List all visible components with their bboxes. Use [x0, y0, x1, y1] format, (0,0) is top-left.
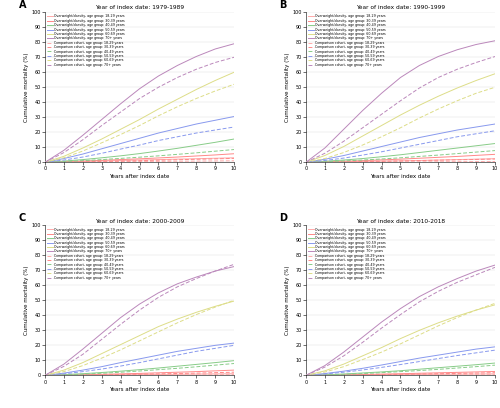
Legend: Overweight/obesity, age group: 18-29 years, Overweight/obesity, age group: 30-39: Overweight/obesity, age group: 18-29 yea…: [307, 226, 387, 281]
Text: D: D: [280, 213, 287, 223]
Text: A: A: [18, 0, 26, 10]
Title: Year of index date: 2000-2009: Year of index date: 2000-2009: [95, 219, 184, 224]
Title: Year of index date: 2010-2018: Year of index date: 2010-2018: [356, 219, 445, 224]
Legend: Overweight/obesity, age group: 18-29 years, Overweight/obesity, age group: 30-39: Overweight/obesity, age group: 18-29 yea…: [307, 13, 387, 68]
Y-axis label: Cumulative mortality (%): Cumulative mortality (%): [24, 266, 28, 335]
Y-axis label: Cumulative mortality (%): Cumulative mortality (%): [284, 266, 290, 335]
X-axis label: Years after index date: Years after index date: [110, 174, 170, 179]
Legend: Overweight/obesity, age group: 18-29 years, Overweight/obesity, age group: 30-39: Overweight/obesity, age group: 18-29 yea…: [46, 13, 126, 68]
Title: Year of index date: 1990-1999: Year of index date: 1990-1999: [356, 5, 445, 11]
Text: C: C: [18, 213, 26, 223]
X-axis label: Years after index date: Years after index date: [370, 174, 430, 179]
X-axis label: Years after index date: Years after index date: [370, 387, 430, 392]
Y-axis label: Cumulative mortality (%): Cumulative mortality (%): [284, 53, 290, 122]
Title: Year of index date: 1979-1989: Year of index date: 1979-1989: [95, 5, 184, 11]
Text: B: B: [280, 0, 287, 10]
Y-axis label: Cumulative mortality (%): Cumulative mortality (%): [24, 53, 28, 122]
X-axis label: Years after index date: Years after index date: [110, 387, 170, 392]
Legend: Overweight/obesity, age group: 18-29 years, Overweight/obesity, age group: 30-39: Overweight/obesity, age group: 18-29 yea…: [46, 226, 126, 281]
